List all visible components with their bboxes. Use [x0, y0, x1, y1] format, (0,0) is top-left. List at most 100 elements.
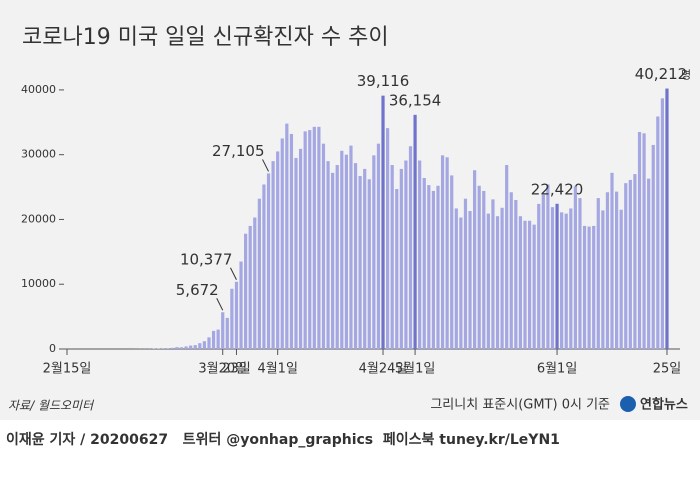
bar: [573, 186, 577, 349]
bar: [647, 178, 651, 349]
bar: [615, 191, 619, 349]
logo-icon: [620, 396, 636, 412]
bar: [276, 151, 280, 349]
bar: [459, 217, 463, 349]
x-tick-label: 5월1일: [395, 362, 435, 377]
bar: [298, 148, 303, 349]
bar: [408, 146, 413, 349]
bar: [564, 213, 568, 349]
bar: [463, 198, 468, 349]
bar: [303, 131, 307, 349]
bar: [331, 172, 335, 349]
bar: [619, 209, 623, 349]
bar: [353, 163, 358, 349]
value-label: 22,420: [531, 180, 584, 198]
bar: [495, 216, 500, 349]
bar: [390, 165, 394, 349]
bar: [266, 173, 271, 349]
bar: [527, 220, 532, 349]
bar: [166, 348, 170, 349]
bar: [656, 116, 660, 349]
bar: [473, 170, 477, 349]
bar: [537, 203, 541, 349]
bar: [340, 150, 344, 349]
unit-label: 명: [681, 69, 691, 82]
leader-line: [230, 267, 237, 281]
bar: [660, 98, 664, 349]
bar: [234, 281, 239, 349]
bar: [418, 160, 422, 349]
x-tick-label: 23일: [222, 362, 251, 377]
bar: [582, 225, 587, 349]
value-label: 39,116: [357, 72, 410, 90]
bar: [404, 160, 408, 349]
bar: [175, 347, 179, 349]
bar: [376, 143, 381, 349]
bar: [344, 154, 348, 349]
y-tick-label: 0: [49, 342, 56, 355]
value-label: 36,154: [389, 91, 442, 109]
bar: [546, 184, 550, 349]
value-label: 10,377: [180, 250, 233, 268]
value-label: 27,105: [212, 142, 265, 160]
bar: [427, 185, 431, 349]
bar: [422, 178, 426, 349]
x-tick-label: 25일: [653, 362, 682, 377]
bar: [477, 185, 481, 349]
bar: [454, 208, 458, 349]
bar: [262, 184, 266, 349]
bar: [253, 217, 257, 349]
bar: [505, 165, 509, 349]
bar: [280, 138, 284, 349]
bar: [230, 288, 234, 349]
bar: [482, 190, 486, 349]
bar: [386, 128, 390, 349]
x-tick-label: 2월15일: [43, 362, 92, 377]
bar: [198, 343, 202, 349]
bar: [413, 114, 417, 349]
bar: [367, 179, 371, 349]
bar: [587, 226, 591, 349]
footer: 이재윤 기자 / 20200627 트위터 @yonhap_graphics 페…: [6, 431, 560, 448]
y-tick-label: 10000: [21, 277, 56, 290]
bar: [211, 330, 216, 349]
bar: [349, 145, 353, 349]
bar: [532, 224, 536, 349]
bar: [550, 207, 555, 349]
bar: [202, 341, 206, 349]
bar: [642, 133, 646, 349]
bar: [486, 213, 490, 349]
bar: [624, 183, 628, 349]
value-label: 5,672: [176, 281, 219, 299]
bar: [440, 155, 445, 349]
bar: [244, 233, 248, 349]
bar: [317, 126, 321, 349]
bar: [578, 198, 582, 349]
bar: [569, 208, 573, 349]
bar: [555, 203, 559, 349]
bar: [358, 176, 362, 349]
bar: [326, 161, 330, 349]
x-tick-label: 6월1일: [537, 362, 577, 377]
bar: [239, 261, 243, 349]
bar: [170, 347, 174, 349]
bar: [610, 172, 614, 349]
bar: [628, 179, 632, 349]
bar: [596, 198, 600, 349]
bar: [509, 192, 513, 349]
bar: [312, 126, 316, 349]
leader-line: [262, 159, 269, 172]
x-tick-label: 4월1일: [257, 362, 297, 377]
bar: [399, 168, 403, 349]
y-tick-label: 20000: [21, 212, 56, 225]
bar: [248, 225, 252, 349]
bar: [289, 133, 294, 349]
bar: [161, 348, 165, 349]
bar: [271, 161, 275, 349]
bar: [285, 123, 289, 349]
bar: [395, 189, 399, 349]
bar: [445, 157, 449, 349]
bar: [436, 185, 440, 349]
bar: [189, 345, 193, 349]
